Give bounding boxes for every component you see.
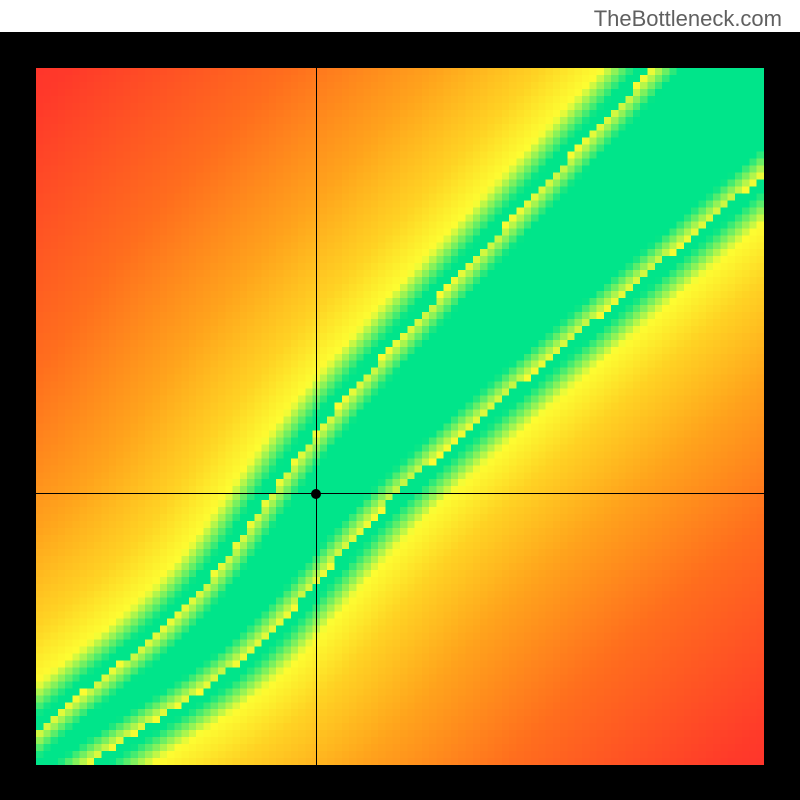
crosshair-horizontal	[36, 493, 764, 494]
chart-container: TheBottleneck.com	[0, 0, 800, 800]
crosshair-vertical	[316, 68, 317, 765]
heatmap-area	[36, 68, 764, 765]
watermark-label: TheBottleneck.com	[594, 6, 782, 32]
heatmap-canvas	[36, 68, 764, 765]
